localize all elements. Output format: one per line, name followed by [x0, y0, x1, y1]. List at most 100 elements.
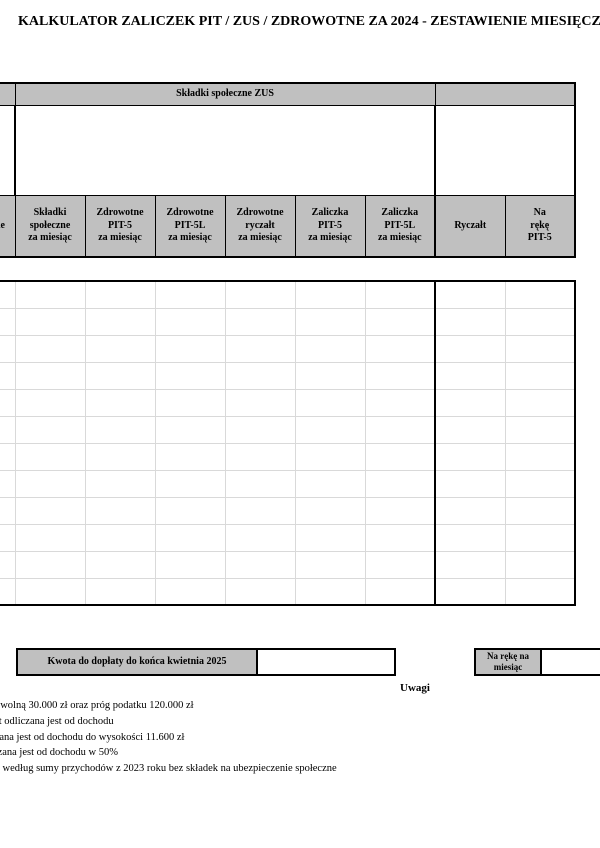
- data-cell: [365, 524, 435, 551]
- data-cell: [0, 578, 15, 605]
- data-cell: [435, 335, 505, 362]
- data-cell: [0, 308, 15, 335]
- data-cell: [435, 524, 505, 551]
- data-cell: [85, 443, 155, 470]
- data-cell: [295, 362, 365, 389]
- data-cell: [365, 389, 435, 416]
- data-cell: [505, 443, 575, 470]
- data-cell: [505, 308, 575, 335]
- data-cell: [15, 335, 85, 362]
- data-cell: [505, 551, 575, 578]
- data-cell: [0, 335, 15, 362]
- data-cell: [0, 389, 15, 416]
- data-cell: [0, 524, 15, 551]
- footer-kwota-value: [256, 648, 396, 676]
- data-cell: [295, 389, 365, 416]
- data-cell: [435, 362, 505, 389]
- data-cell: [435, 416, 505, 443]
- data-cell: [85, 524, 155, 551]
- data-cell: [15, 416, 85, 443]
- data-cell: [505, 281, 575, 308]
- data-cell: [295, 497, 365, 524]
- data-cell: [295, 551, 365, 578]
- data-cell: [365, 335, 435, 362]
- data-cell: [365, 497, 435, 524]
- data-cell: [85, 281, 155, 308]
- data-cell: [0, 281, 15, 308]
- data-cell: [365, 281, 435, 308]
- data-cell: [155, 362, 225, 389]
- data-cell: [85, 335, 155, 362]
- data-cell: [15, 470, 85, 497]
- data-cell: [365, 470, 435, 497]
- data-cell: [365, 551, 435, 578]
- data-cell: [155, 524, 225, 551]
- data-grid: [0, 280, 576, 606]
- data-cell: [225, 524, 295, 551]
- data-cell: [505, 389, 575, 416]
- data-cell: [155, 389, 225, 416]
- data-cell: [295, 524, 365, 551]
- data-cell: [435, 389, 505, 416]
- col-header: Ryczałt: [435, 195, 505, 257]
- data-cell: [85, 308, 155, 335]
- data-cell: [295, 443, 365, 470]
- data-cell: [85, 470, 155, 497]
- col-header: NarękęPIT-5: [505, 195, 575, 257]
- data-cell: [0, 470, 15, 497]
- col-header: ZdrowotnePIT-5za miesiąc: [85, 195, 155, 257]
- data-cell: [365, 362, 435, 389]
- data-cell: [155, 416, 225, 443]
- data-cell: [295, 281, 365, 308]
- group-header-zus: Składki społeczne ZUS: [15, 83, 435, 105]
- data-cell: [225, 443, 295, 470]
- data-cell: [365, 443, 435, 470]
- data-cell: [15, 281, 85, 308]
- data-cell: [435, 497, 505, 524]
- data-cell: [155, 578, 225, 605]
- data-cell: [0, 443, 15, 470]
- col-header: Składkispołeczneza miesiąc: [15, 195, 85, 257]
- data-cell: [295, 308, 365, 335]
- data-cell: [85, 389, 155, 416]
- note-line: tę wolną 30.000 zł oraz próg podatku 120…: [0, 698, 337, 714]
- data-cell: [15, 551, 85, 578]
- data-cell: [225, 308, 295, 335]
- data-cell: [155, 497, 225, 524]
- data-cell: [435, 551, 505, 578]
- data-cell: [0, 551, 15, 578]
- data-cell: [435, 470, 505, 497]
- note-line: iczana jest od dochodu w 50%: [0, 745, 337, 761]
- data-cell: [365, 416, 435, 443]
- data-cell: [295, 578, 365, 605]
- data-cell: [225, 497, 295, 524]
- col-header: ZaliczkaPIT-5Lza miesiąc: [365, 195, 435, 257]
- data-cell: [225, 551, 295, 578]
- col-header: Zdrowotneryczałtza miesiąc: [225, 195, 295, 257]
- data-cell: [225, 578, 295, 605]
- data-cell: [505, 362, 575, 389]
- data-cell: [225, 335, 295, 362]
- data-cell: [85, 362, 155, 389]
- footer-kwota-label: Kwota do dopłaty do końca kwietnia 2025: [16, 648, 258, 676]
- notes-block: tę wolną 30.000 zł oraz próg podatku 120…: [0, 698, 337, 777]
- data-cell: [15, 389, 85, 416]
- note-line: czana jest od dochodu do wysokości 11.60…: [0, 730, 337, 746]
- data-cell: [365, 578, 435, 605]
- data-cell: [15, 308, 85, 335]
- header-table: Składki społeczne ZUS ne Składkispołeczn…: [0, 82, 576, 258]
- data-cell: [505, 497, 575, 524]
- data-cell: [435, 308, 505, 335]
- data-cell: [85, 416, 155, 443]
- data-cell: [155, 335, 225, 362]
- data-cell: [15, 443, 85, 470]
- data-cell: [435, 281, 505, 308]
- col-header: ZaliczkaPIT-5za miesiąc: [295, 195, 365, 257]
- data-cell: [505, 335, 575, 362]
- data-cell: [365, 308, 435, 335]
- page-title: KALKULATOR ZALICZEK PIT / ZUS / ZDROWOTN…: [0, 0, 600, 30]
- note-line: est odliczana jest od dochodu: [0, 714, 337, 730]
- data-cell: [225, 416, 295, 443]
- data-cell: [155, 308, 225, 335]
- data-cell: [155, 443, 225, 470]
